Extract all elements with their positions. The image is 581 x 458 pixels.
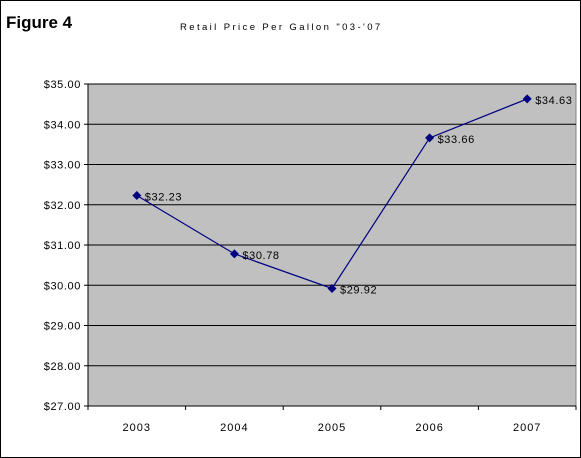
data-label: $32.23 <box>145 191 182 203</box>
x-tick-label: 2003 <box>123 422 151 434</box>
x-tick-label: 2006 <box>415 422 443 434</box>
y-tick-label: $27.00 <box>44 401 81 413</box>
x-tick-label: 2005 <box>318 422 346 434</box>
data-point-marker <box>327 283 337 293</box>
figure-label: Figure 4 <box>6 13 73 32</box>
data-label: $30.78 <box>242 250 279 262</box>
y-tick-label: $35.00 <box>44 79 81 91</box>
y-tick-label: $33.00 <box>44 160 81 172</box>
y-tick-label: $32.00 <box>44 200 81 212</box>
y-tick-label: $31.00 <box>44 240 81 252</box>
x-tick-label: 2004 <box>220 422 248 434</box>
y-tick-label: $34.00 <box>44 119 81 131</box>
data-point-marker <box>229 249 239 259</box>
data-point-marker <box>425 133 435 143</box>
data-label: $34.63 <box>535 95 572 107</box>
data-point-marker <box>132 190 142 200</box>
x-tick-label: 2007 <box>513 422 541 434</box>
data-label: $29.92 <box>340 284 377 296</box>
data-label: $33.66 <box>438 134 475 146</box>
chart-title: Retail Price Per Gallon "03-'07 <box>180 22 383 33</box>
y-tick-label: $30.00 <box>44 280 81 292</box>
data-point-marker <box>522 94 532 104</box>
y-tick-label: $28.00 <box>44 361 81 373</box>
y-tick-label: $29.00 <box>44 321 81 333</box>
